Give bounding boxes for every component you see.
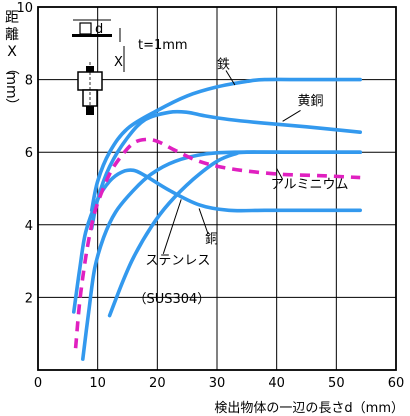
y-tick-label: 6 (25, 146, 33, 161)
series-line (107, 150, 362, 318)
y-tick-label: 8 (25, 74, 33, 89)
target-square (79, 22, 92, 35)
series-line-dashed (73, 137, 361, 349)
y-label-char: X (7, 44, 17, 60)
y-label-char: 離 (5, 26, 19, 43)
d-label: d (95, 22, 103, 37)
leader-line (225, 70, 236, 86)
tick-labels: 0 10 20 30 40 50 60 2 4 6 8 10 (16, 1, 404, 391)
x-tick-label: 40 (268, 376, 285, 391)
curve-annotation: 鉄 (217, 58, 230, 73)
y-label-char: （ (3, 61, 19, 75)
y-tick-label: 2 (25, 291, 33, 306)
curve-annotation: （SUS304） (133, 292, 210, 307)
y-tick-label: 4 (25, 219, 33, 234)
x-tick-label: 50 (328, 376, 345, 391)
plot-frame (37, 6, 397, 371)
series-line (89, 109, 362, 231)
target-plate (72, 34, 112, 37)
leader-line (276, 168, 284, 180)
leader-lines (162, 70, 301, 254)
x-tick-label: 30 (209, 376, 226, 391)
series-line (72, 168, 362, 314)
y-label-char: 距 (5, 10, 19, 26)
y-axis-label: 距離X（mm） (3, 10, 19, 112)
leader-line (198, 208, 209, 235)
axes (37, 6, 397, 371)
x-tick-label: 0 (34, 376, 42, 391)
series-line (89, 77, 362, 213)
t-label: t=1mm (138, 38, 188, 53)
curve-annotation: ステンレス (145, 254, 210, 269)
curve-annotation: 銅 (205, 232, 218, 247)
x-tick-label: 60 (388, 376, 405, 391)
sensor-diagram: d t=1mm X (72, 19, 188, 115)
x-label: X (114, 55, 123, 70)
leader-line (282, 110, 301, 122)
data-curves (72, 77, 362, 361)
leader-line (162, 199, 182, 254)
sensor-cable (86, 106, 94, 115)
x-tick-label: 20 (149, 376, 166, 391)
x-tick-label: 10 (89, 376, 106, 391)
curve-annotation: アルミニウム (271, 178, 349, 193)
y-label-char: ） (3, 98, 19, 112)
y-label-char: mm (3, 71, 19, 98)
x-axis-label: 検出物体の一辺の長さd（mm） (214, 401, 404, 416)
y-tick-label: 10 (16, 1, 33, 16)
curve-annotation: 黄銅 (298, 94, 324, 109)
